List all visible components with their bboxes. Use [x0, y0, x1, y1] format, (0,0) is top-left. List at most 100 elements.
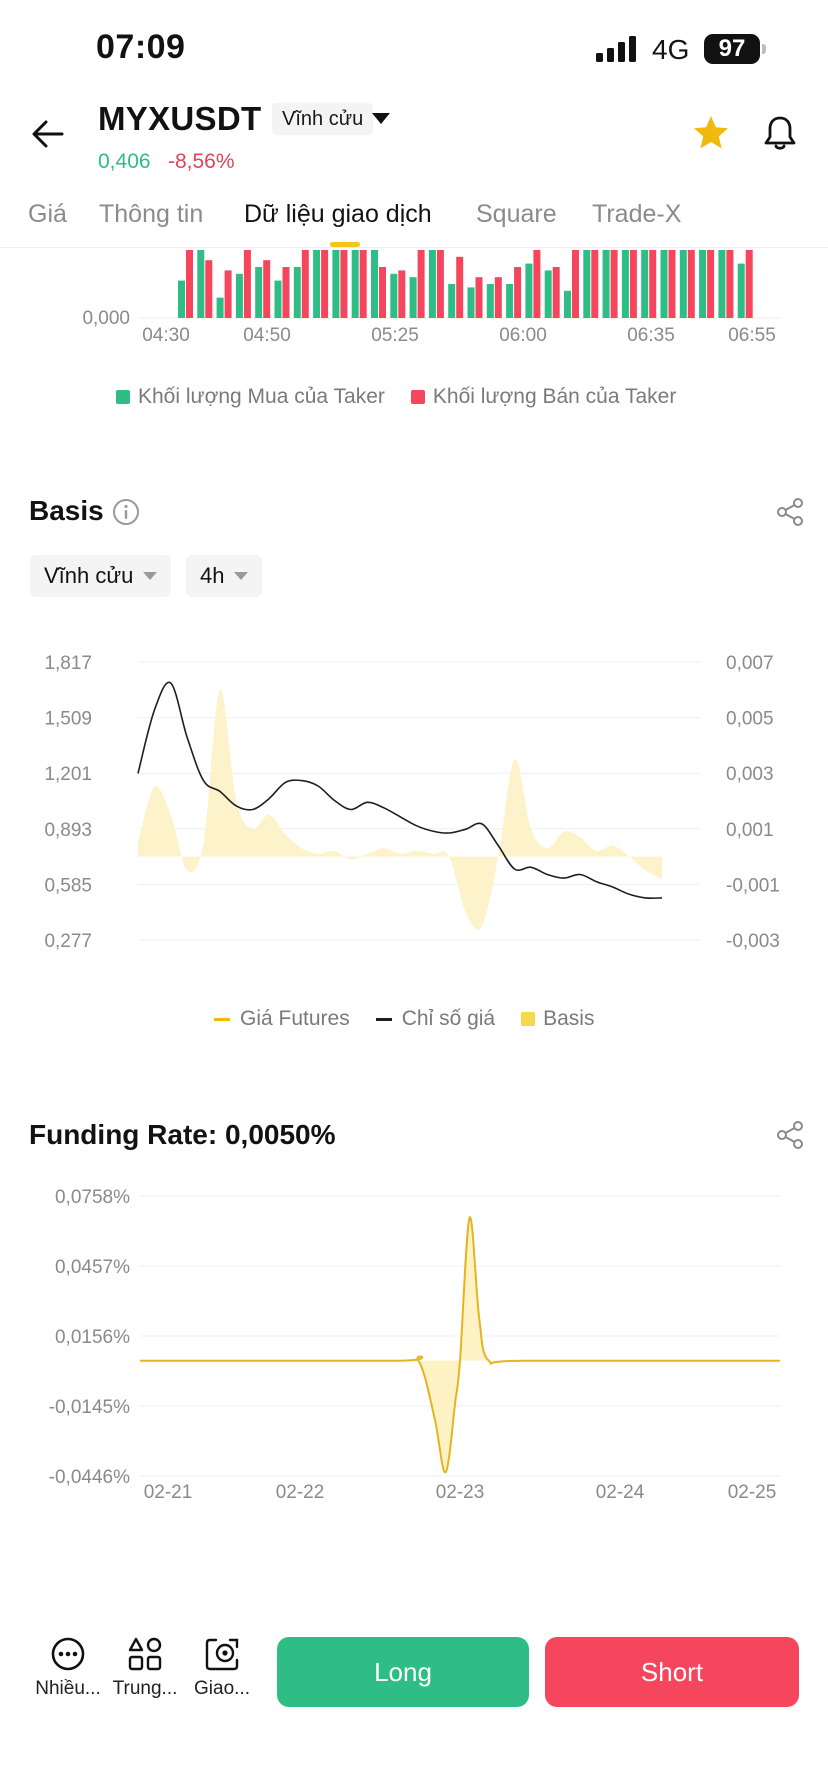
buy-volume-bar [351, 250, 359, 318]
taker-x-tick: 06:35 [627, 325, 675, 346]
buy-volume-bar [660, 250, 668, 318]
copy-trade-label: Giao... [194, 1678, 250, 1699]
buy-volume-bar [197, 250, 205, 318]
buy-volume-bar [332, 250, 340, 318]
sell-volume-bar [263, 260, 271, 318]
battery-tip [762, 44, 766, 54]
sell-volume-bar [224, 270, 232, 318]
legend-item-buy[interactable]: Khối lượng Mua của Taker [116, 385, 385, 409]
sell-volume-bar [610, 250, 618, 318]
x-tick: 02-21 [144, 1482, 193, 1503]
buy-volume-bar [718, 250, 726, 318]
share-icon[interactable] [775, 1120, 805, 1150]
sell-volume-bar [436, 250, 444, 318]
buy-volume-bar [699, 250, 707, 318]
taker-x-tick: 05:25 [371, 325, 419, 346]
legend-item-futures[interactable]: Giá Futures [214, 1007, 350, 1031]
copy-trade-button[interactable]: Giao... [182, 1636, 262, 1700]
legend-swatch-buy [116, 390, 130, 404]
y-right-tick: -0,001 [726, 875, 780, 896]
chevron-down-icon[interactable] [372, 113, 390, 124]
buy-volume-bar [313, 250, 321, 318]
sell-volume-bar [514, 267, 522, 318]
y-left-tick: 0,893 [44, 820, 92, 841]
x-tick: 02-22 [276, 1482, 325, 1503]
interval-dropdown[interactable]: 4h [186, 555, 263, 597]
copy-trade-icon [205, 1638, 239, 1671]
tab-price[interactable]: Giá [28, 200, 67, 228]
x-tick: 02-24 [596, 1482, 645, 1503]
price-index-line [137, 681, 663, 899]
legend-item-sell[interactable]: Khối lượng Bán của Taker [410, 385, 677, 409]
sell-volume-bar [668, 250, 676, 318]
basis-chart: 1,817 1,509 1,201 0,893 0,585 0,277 0,007 0,00… [44, 653, 780, 952]
taker-legend: Khối lượng Mua của Taker Khối lượng Bán … [116, 385, 702, 409]
sell-volume-bar [243, 250, 251, 318]
sell-volume-bar [629, 250, 637, 318]
buy-volume-bar [564, 290, 571, 318]
y-tick: 0,0156% [55, 1327, 130, 1348]
contract-dropdown[interactable]: Vĩnh cửu [30, 555, 172, 597]
buy-volume-bar [621, 250, 629, 318]
tab-trading-data[interactable]: Dữ liệu giao dịch [244, 200, 432, 228]
taker-x-tick: 04:50 [243, 325, 291, 346]
price-change: -8,56% [168, 150, 235, 173]
buy-volume-bar [216, 297, 224, 318]
sell-volume-bar [205, 260, 213, 318]
sell-volume-bar [552, 267, 560, 318]
signal-bars-icon [596, 36, 636, 62]
tab-info[interactable]: Thông tin [99, 200, 204, 228]
last-price: 0,406 [98, 150, 151, 173]
buy-volume-bar [737, 263, 745, 318]
x-tick: 02-23 [436, 1482, 485, 1503]
info-icon[interactable] [112, 498, 140, 526]
funding-rate-line [139, 1216, 780, 1474]
legend-label-sell: Khối lượng Bán của Taker [432, 385, 677, 408]
taker-volume-chart: 0,000 04:30 04:50 05:25 06:00 06:35 06:5… [82, 250, 780, 346]
tab-trade-x[interactable]: Trade-X [592, 200, 682, 228]
bell-icon[interactable] [762, 114, 798, 152]
buy-volume-bar [641, 250, 649, 318]
sell-volume-bar [649, 250, 657, 318]
buy-volume-bar [409, 277, 417, 318]
legend-swatch-basis [521, 1012, 536, 1026]
buy-volume-bar [235, 273, 243, 318]
y-left-tick: 0,585 [44, 875, 92, 896]
legend-item-index[interactable]: Chỉ số giá [375, 1007, 495, 1031]
back-arrow-icon[interactable] [30, 116, 66, 152]
tab-square[interactable]: Square [476, 200, 557, 228]
buy-volume-bar [525, 263, 533, 318]
buy-volume-bar [448, 284, 456, 318]
sell-volume-bar [494, 277, 502, 318]
buy-volume-bar [583, 250, 591, 318]
sell-volume-bar [475, 277, 483, 318]
star-icon[interactable] [692, 114, 730, 152]
symbol-title[interactable]: MYXUSDT [98, 100, 262, 137]
buy-volume-bar [602, 250, 610, 318]
y-right-tick: 0,005 [726, 709, 774, 730]
y-tick: 0,0457% [55, 1257, 130, 1278]
more-button[interactable]: Nhiều... [28, 1636, 108, 1700]
short-button[interactable]: Short [545, 1637, 799, 1707]
legend-swatch-sell [410, 390, 425, 404]
long-button[interactable]: Long [277, 1637, 529, 1707]
hub-button[interactable]: Trung... [105, 1636, 185, 1700]
legend-item-basis[interactable]: Basis [521, 1007, 594, 1031]
taker-y-tick: 0,000 [82, 308, 130, 329]
x-tick: 02-25 [728, 1482, 777, 1503]
y-tick: -0,0145% [49, 1397, 130, 1418]
status-time: 07:09 [96, 28, 186, 66]
y-left-tick: 0,277 [44, 931, 92, 952]
sell-volume-bar [186, 250, 193, 318]
sell-volume-bar [321, 250, 329, 318]
buy-volume-bar [486, 284, 494, 318]
share-icon[interactable] [775, 497, 805, 527]
buy-volume-bar [371, 250, 378, 318]
more-label: Nhiều... [35, 1678, 101, 1699]
legend-label-basis: Basis [543, 1007, 595, 1030]
sell-volume-bar [301, 250, 309, 318]
sell-volume-bar [282, 267, 290, 318]
y-left-tick: 1,817 [44, 653, 92, 674]
taker-x-tick: 06:55 [728, 325, 776, 346]
network-type: 4G [652, 34, 690, 65]
